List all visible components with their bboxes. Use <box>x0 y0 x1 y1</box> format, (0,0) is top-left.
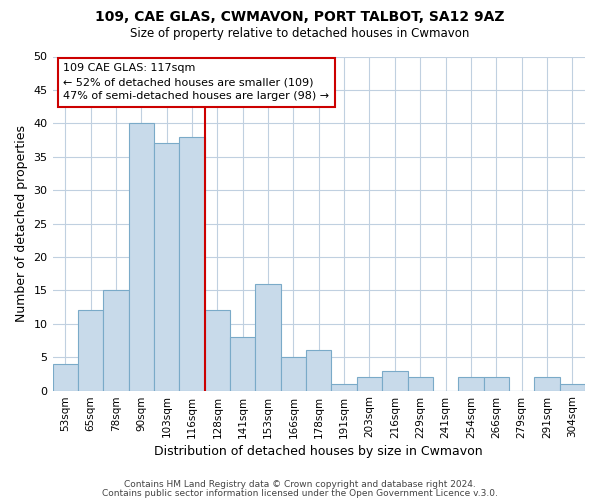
Bar <box>484 377 509 390</box>
Bar <box>230 337 256 390</box>
Bar <box>458 377 484 390</box>
Bar <box>78 310 103 390</box>
Bar <box>128 124 154 390</box>
Bar <box>357 377 382 390</box>
X-axis label: Distribution of detached houses by size in Cwmavon: Distribution of detached houses by size … <box>154 444 483 458</box>
Text: 109 CAE GLAS: 117sqm
← 52% of detached houses are smaller (109)
47% of semi-deta: 109 CAE GLAS: 117sqm ← 52% of detached h… <box>63 63 329 101</box>
Bar <box>407 377 433 390</box>
Text: Contains public sector information licensed under the Open Government Licence v.: Contains public sector information licen… <box>102 489 498 498</box>
Bar <box>281 357 306 390</box>
Text: Size of property relative to detached houses in Cwmavon: Size of property relative to detached ho… <box>130 28 470 40</box>
Bar <box>306 350 331 391</box>
Y-axis label: Number of detached properties: Number of detached properties <box>15 125 28 322</box>
Bar <box>103 290 128 390</box>
Bar <box>331 384 357 390</box>
Bar <box>179 136 205 390</box>
Bar <box>154 144 179 390</box>
Text: 109, CAE GLAS, CWMAVON, PORT TALBOT, SA12 9AZ: 109, CAE GLAS, CWMAVON, PORT TALBOT, SA1… <box>95 10 505 24</box>
Bar <box>256 284 281 391</box>
Bar <box>534 377 560 390</box>
Text: Contains HM Land Registry data © Crown copyright and database right 2024.: Contains HM Land Registry data © Crown c… <box>124 480 476 489</box>
Bar <box>205 310 230 390</box>
Bar <box>382 370 407 390</box>
Bar <box>53 364 78 390</box>
Bar <box>560 384 585 390</box>
